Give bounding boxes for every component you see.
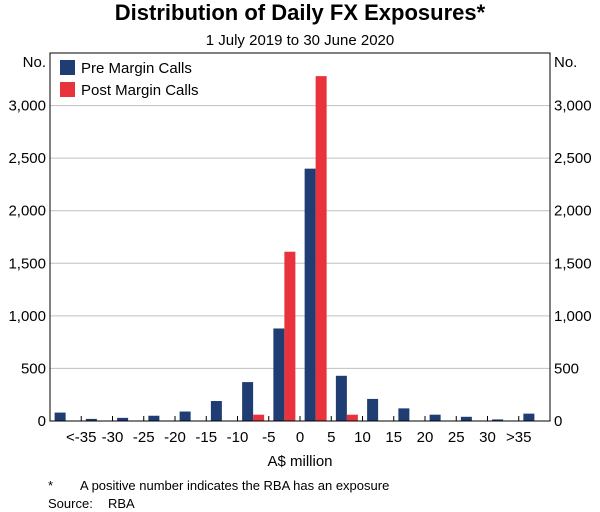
y-tick-labels-right: 0 500 1,000 1,500 2,000 2,500 3,000 [554,98,592,430]
x-tick-label: 5 [327,429,335,446]
bar-post-margin-calls [284,251,296,421]
bar-pre-margin-calls [367,398,379,421]
bar-pre-margin-calls [398,408,410,421]
y-tick-label-right: 3,000 [554,98,592,115]
footnote-marker: * [48,478,53,493]
bar-pre-margin-calls [273,328,285,421]
y-tick-label-left: 500 [21,360,46,377]
x-tick-label: -30 [102,429,124,446]
legend-swatch [60,82,75,97]
bar-post-margin-calls [315,76,327,421]
x-tick-label: -5 [262,429,275,446]
bar-pre-margin-calls [179,411,191,421]
footnote-text: A positive number indicates the RBA has … [80,478,389,493]
legend: Pre Margin Calls Post Margin Calls [60,60,199,99]
x-tick-label: 0 [296,429,304,446]
y-tick-label-right: 0 [554,413,562,430]
x-tick-label: -10 [227,429,249,446]
bar-pre-margin-calls [460,416,472,421]
y-unit-right: No. [554,54,577,71]
bar-pre-margin-calls [54,412,66,421]
x-tick-label: <-35 [66,429,96,446]
bar-pre-margin-calls [210,401,222,421]
bar-pre-margin-calls [242,382,254,421]
bar-pre-margin-calls [85,418,97,421]
y-tick-label-right: 1,000 [554,308,592,325]
bar-post-margin-calls [253,414,265,421]
y-tick-label-left: 2,500 [8,150,46,167]
plot-frame [49,52,551,422]
x-tick-label: 25 [448,429,465,446]
y-tick-label-right: 1,500 [554,255,592,272]
legend-label: Pre Margin Calls [81,60,192,77]
x-tick-label: 10 [354,429,371,446]
x-tick-labels: <-35 -30 -25 -20 -15 -10 -5 0 5 10 15 20 25 30 >35 [66,429,531,446]
x-axis-label: A$ million [267,453,332,470]
chart-title: Distribution of Daily FX Exposures* [115,0,486,25]
x-tick-label: >35 [506,429,531,446]
bar-post-margin-calls [346,414,358,421]
y-tick-label-right: 2,500 [554,150,592,167]
chart-subtitle: 1 July 2019 to 30 June 2020 [206,32,394,49]
bar-pre-margin-calls [117,417,129,421]
x-tick-label: -15 [195,429,217,446]
bar-pre-margin-calls [304,168,316,421]
legend-swatch [60,60,75,75]
y-tick-label-left: 1,500 [8,255,46,272]
x-tick-label: 15 [385,429,402,446]
bar-pre-margin-calls [429,414,441,421]
gridlines [50,105,550,369]
bar-pre-margin-calls [148,415,160,421]
bar-pre-margin-calls [523,413,535,421]
y-tick-label-left: 0 [38,413,46,430]
x-tick-marks [80,416,520,421]
y-tick-label-left: 3,000 [8,98,46,115]
x-tick-label: -25 [133,429,155,446]
source-label: Source: [48,496,93,511]
legend-label: Post Margin Calls [81,82,199,99]
x-tick-label: 20 [417,429,434,446]
y-tick-label-right: 500 [554,360,579,377]
source-text: RBA [108,496,135,511]
x-tick-label: 30 [479,429,496,446]
x-tick-label: -20 [164,429,186,446]
bar-pre-margin-calls [335,375,347,421]
y-unit-left: No. [23,54,46,71]
y-tick-label-left: 1,000 [8,308,46,325]
bars [54,76,535,421]
y-tick-label-left: 2,000 [8,203,46,220]
y-tick-labels-left: 0 500 1,000 1,500 2,000 2,500 3,000 [8,98,46,430]
y-tick-label-right: 2,000 [554,203,592,220]
bar-pre-margin-calls [492,419,504,421]
